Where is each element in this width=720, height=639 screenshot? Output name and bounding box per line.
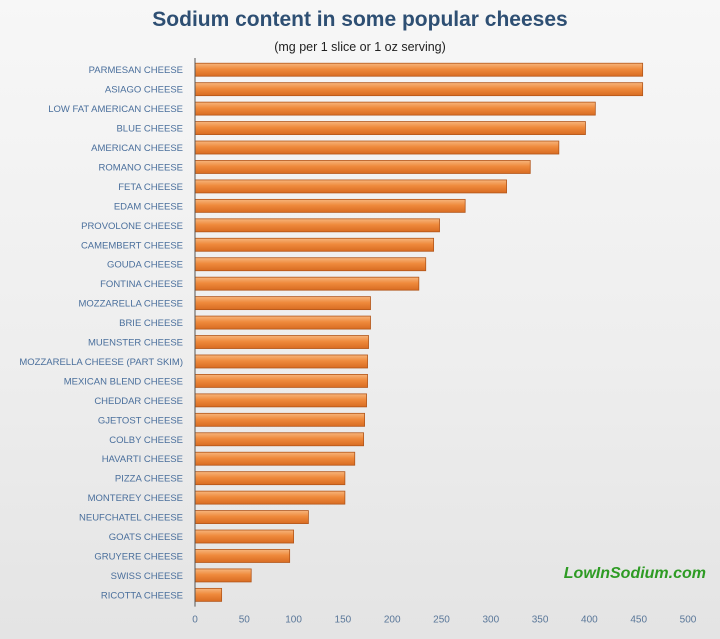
category-label: GJETOST CHEESE <box>98 415 183 426</box>
x-tick-label: 0 <box>192 615 198 626</box>
bar-7 <box>194 198 466 213</box>
x-tick-label: 100 <box>285 615 302 626</box>
bar-26 <box>194 568 252 583</box>
x-tick-label: 350 <box>532 615 549 626</box>
bar-10 <box>194 257 427 272</box>
category-label: COLBY CHEESE <box>109 435 183 446</box>
bar-13 <box>194 315 371 330</box>
category-label: MONTEREY CHEESE <box>88 493 183 504</box>
category-label: MOZZARELLA CHEESE (PART SKIM) <box>19 357 183 368</box>
category-label: MOZZARELLA CHEESE <box>78 299 183 310</box>
bar-17 <box>194 393 367 408</box>
x-axis: 0 50 100 150 200 250 300 350 400 450 500 <box>192 58 697 626</box>
bar-3 <box>194 121 586 135</box>
category-label: ROMANO CHEESE <box>99 162 183 173</box>
category-label: GOUDA CHEESE <box>107 260 183 271</box>
bar-1 <box>194 82 644 97</box>
category-labels: PARMESAN CHEESE ASIAGO CHEESE LOW FAT AMER… <box>19 65 183 601</box>
x-tick-label: 200 <box>384 615 401 626</box>
bar-4 <box>194 140 560 155</box>
x-tick-label: 250 <box>433 615 450 626</box>
x-tick-label: 500 <box>680 615 697 626</box>
bar-25 <box>194 549 291 563</box>
bar-5 <box>194 160 531 174</box>
category-label: AMERICAN CHEESE <box>91 143 183 154</box>
bar-24 <box>194 529 294 544</box>
bar-20 <box>194 451 356 466</box>
bar-12 <box>194 296 371 311</box>
bar-14 <box>194 335 369 349</box>
category-label: MUENSTER CHEESE <box>88 338 183 349</box>
bars-group <box>194 62 644 602</box>
bar-22 <box>194 490 346 505</box>
x-tick-label: 450 <box>630 615 647 626</box>
bar-15 <box>194 354 368 369</box>
bar-8 <box>194 218 440 233</box>
bar-21 <box>194 471 346 486</box>
category-label: GRUYERE CHEESE <box>94 551 183 562</box>
category-label: EDAM CHEESE <box>114 201 183 212</box>
chart-title: Sodium content in some popular cheeses <box>152 8 568 31</box>
category-label: ASIAGO CHEESE <box>105 85 183 96</box>
category-label: CAMEMBERT CHEESE <box>81 240 183 251</box>
bar-2 <box>194 101 596 116</box>
category-label: PIZZA CHEESE <box>115 474 183 485</box>
bar-16 <box>194 374 368 388</box>
bar-6 <box>194 179 507 194</box>
chart-subtitle: (mg per 1 slice or 1 oz serving) <box>274 40 446 54</box>
watermark-text: LowInSodium.com <box>563 565 706 582</box>
category-label: PARMESAN CHEESE <box>89 65 183 76</box>
bar-23 <box>194 510 309 524</box>
category-label: SWISS CHEESE <box>111 571 183 582</box>
bar-11 <box>194 276 420 291</box>
category-label: FONTINA CHEESE <box>100 279 183 290</box>
bar-0 <box>194 62 644 77</box>
category-label: GOATS CHEESE <box>109 532 183 543</box>
x-tick-label: 150 <box>335 615 352 626</box>
x-tick-label: 300 <box>482 615 499 626</box>
category-label: FETA CHEESE <box>118 182 183 193</box>
bar-27 <box>194 587 223 602</box>
bar-9 <box>194 237 435 252</box>
x-tick-label: 400 <box>581 615 598 626</box>
category-label: RICOTTA CHEESE <box>101 590 183 601</box>
category-label: HAVARTI CHEESE <box>102 454 183 465</box>
category-label: BRIE CHEESE <box>119 318 183 329</box>
category-label: LOW FAT AMERICAN CHEESE <box>48 104 183 115</box>
bar-18 <box>194 412 365 427</box>
category-label: BLUE CHEESE <box>116 124 183 135</box>
bar-19 <box>194 432 365 447</box>
category-label: PROVOLONE CHEESE <box>81 221 183 232</box>
category-label: CHEDDAR CHEESE <box>94 396 183 407</box>
category-label: MEXICAN BLEND CHEESE <box>64 376 183 387</box>
category-label: NEUFCHATEL CHEESE <box>79 513 183 524</box>
x-tick-label: 50 <box>239 615 251 626</box>
